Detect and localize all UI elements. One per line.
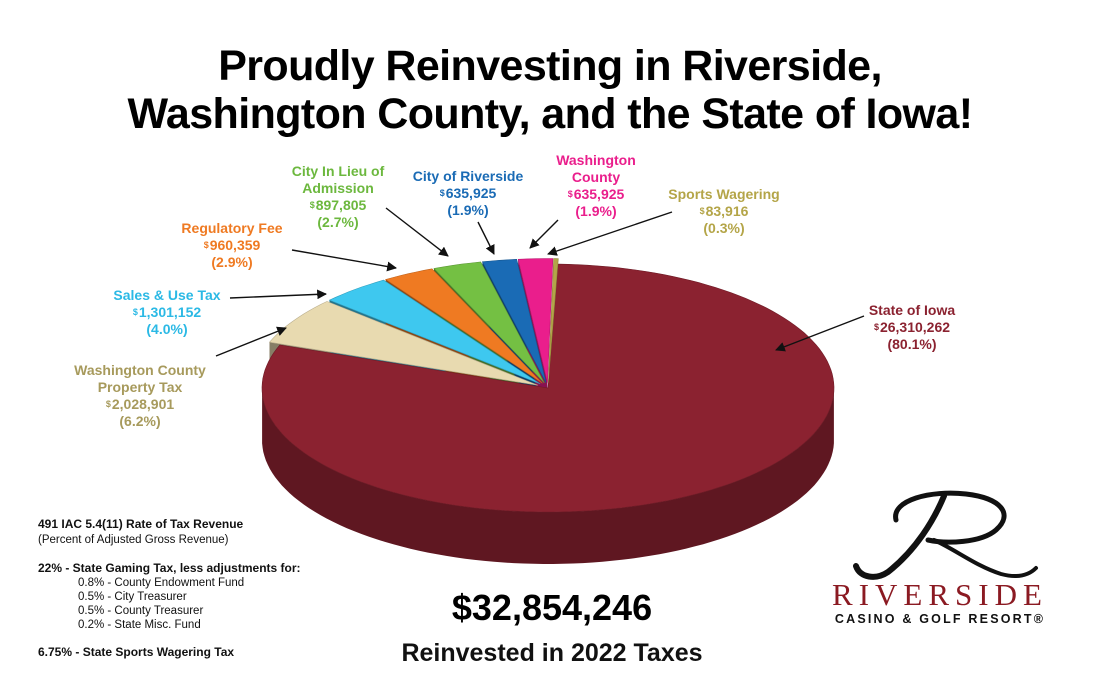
label-state-of-iowa: State of Iowa $26,310,262 (80.1%) (852, 302, 972, 353)
slice-label-percent: (1.9%) (575, 203, 617, 219)
dollar-sign: $ (132, 307, 138, 317)
pie-slice-washington-county-property-tax (268, 301, 538, 386)
leader-arrow-6 (529, 219, 559, 249)
slice-label-name: Sports Wagering (668, 186, 780, 202)
slice-label-percent: (80.1%) (887, 336, 937, 352)
title-line-2: Washington County, and the State of Iowa… (127, 90, 974, 138)
dollar-sign: $ (203, 240, 209, 250)
pie-slice-regulatory-fee (384, 268, 543, 384)
slice-label-percent: (6.2%) (119, 413, 161, 429)
pie-slice-side-0 (262, 391, 834, 564)
notes-adjustment: 0.5% - City Treasurer (78, 591, 187, 603)
leader-arrow-3 (291, 249, 397, 272)
tax-rate-notes: 491 IAC 5.4(11) Rate of Tax Revenue (Per… (38, 516, 301, 660)
slice-label-value: 2,028,901 (111, 396, 175, 412)
label-city-of-riverside: City of Riverside $635,925 (1.9%) (404, 168, 532, 219)
slice-label-name: City In Lieu of (291, 163, 385, 179)
pie-slice-washington-county (517, 258, 554, 383)
dollar-sign: $ (567, 189, 573, 199)
slice-label-name: Admission (302, 180, 374, 196)
notes-adjustment: 0.5% - County Treasurer (78, 605, 204, 617)
logo-wordmark: RIVERSIDE (832, 577, 1048, 612)
slice-label-name: Washington (556, 152, 636, 168)
total-amount: $32,854,246 (451, 587, 653, 628)
pie-slice-sports-wagering (548, 258, 559, 383)
notes-subheading: (Percent of Adjusted Gross Revenue) (38, 534, 229, 546)
pie-slice-city-of-riverside (481, 258, 547, 383)
slice-label-name: State of Iowa (868, 302, 956, 318)
label-regulatory-fee: Regulatory Fee $960,359 (2.9%) (172, 220, 292, 271)
label-city-in-lieu-of-admission: City In Lieu of Admission $897,805 (2.7%… (278, 163, 398, 231)
label-washington-county-property-tax: Washington County Property Tax $2,028,90… (60, 362, 220, 430)
slice-label-name: Washington County (74, 362, 206, 378)
slice-label-value: 635,925 (573, 186, 625, 202)
page-title: Proudly Reinvesting in Riverside, Washin… (0, 42, 1100, 138)
slice-label-percent: (0.3%) (703, 220, 745, 236)
leader-arrow-4 (385, 207, 449, 257)
slice-label-value: 960,359 (209, 237, 261, 253)
logo-tagline: CASINO & GOLF RESORT® (834, 612, 1046, 626)
slice-label-percent: (4.0%) (146, 321, 188, 337)
leader-arrow-5 (477, 221, 495, 255)
riverside-script-r-logo (853, 490, 1038, 580)
title-line-1: Proudly Reinvesting in Riverside, (218, 42, 882, 90)
slice-label-name: Property Tax (97, 379, 183, 395)
dollar-sign: $ (309, 200, 315, 210)
slice-label-name: Regulatory Fee (181, 220, 283, 236)
slice-label-value: 83,916 (705, 203, 749, 219)
dollar-sign: $ (439, 188, 445, 198)
slice-label-percent: (2.9%) (211, 254, 253, 270)
slice-label-value: 26,310,262 (879, 319, 951, 335)
leader-arrow-2 (229, 289, 327, 300)
leader-arrow-1 (215, 326, 287, 357)
notes-sports-tax: 6.75% - State Sports Wagering Tax (38, 645, 235, 659)
slice-label-name: County (571, 169, 621, 185)
label-sports-wagering: Sports Wagering $83,916 (0.3%) (656, 186, 792, 237)
notes-gaming-tax: 22% - State Gaming Tax, less adjustments… (38, 561, 301, 575)
notes-adjustment: 0.8% - County Endowment Fund (78, 577, 245, 589)
slice-label-name: Sales & Use Tax (113, 287, 221, 303)
pie-slice-sales-use-tax (328, 279, 541, 385)
notes-heading: 491 IAC 5.4(11) Rate of Tax Revenue (38, 517, 244, 531)
dollar-sign: $ (873, 322, 879, 332)
slice-label-value: 1,301,152 (138, 304, 202, 320)
label-washington-county: Washington County $635,925 (1.9%) (546, 152, 646, 220)
label-sales-use-tax: Sales & Use Tax $1,301,152 (4.0%) (104, 287, 230, 338)
leader-arrow-0 (775, 315, 865, 352)
slice-label-value: 897,805 (315, 197, 367, 213)
pie-slice-state-of-iowa (261, 263, 835, 513)
pie-slice-city-in-lieu-of-admission (433, 261, 545, 384)
dollar-sign: $ (105, 399, 111, 409)
total-caption: Reinvested in 2022 Taxes (401, 639, 703, 667)
slice-label-percent: (1.9%) (447, 202, 489, 218)
leader-arrow-7 (547, 211, 673, 256)
notes-adjustment: 0.2% - State Misc. Fund (78, 619, 201, 631)
slice-label-name: City of Riverside (412, 168, 524, 184)
slice-label-value: 635,925 (445, 185, 497, 201)
slice-label-percent: (2.7%) (317, 214, 359, 230)
dollar-sign: $ (699, 206, 705, 216)
